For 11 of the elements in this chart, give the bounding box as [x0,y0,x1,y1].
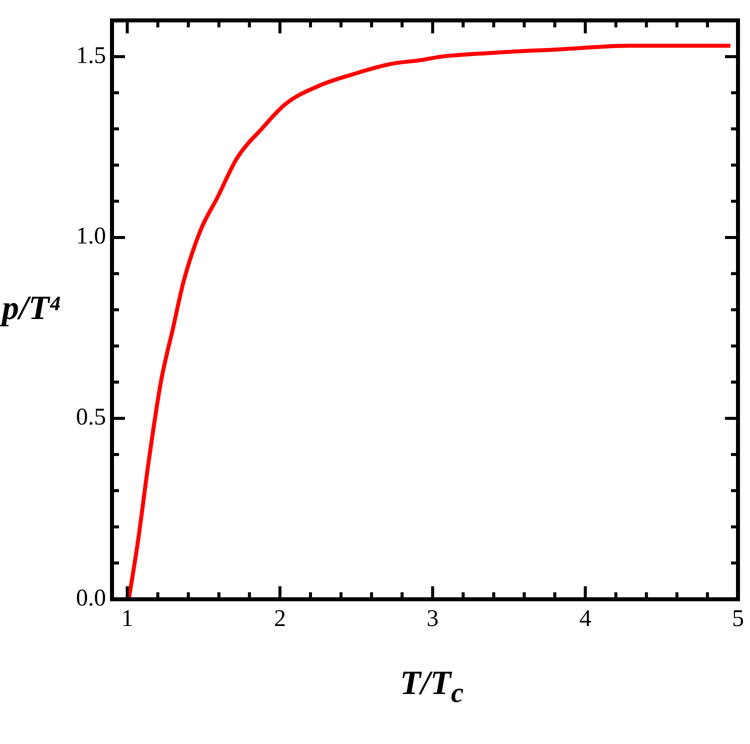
y-tick-label: 0.0 [76,585,106,612]
x-tick-label: 1 [121,606,134,632]
x-tick-label: 4 [579,606,592,632]
y-tick-label: 1.5 [76,42,106,69]
y-tick-label: 0.5 [76,404,106,431]
x-tick-label: 5 [732,606,744,632]
y-tick-label: 1.0 [76,224,106,250]
x-axis-title: T/T$_{c}$ [400,665,464,709]
x-tick-label: 2 [274,606,286,632]
line-series [126,44,732,600]
x-tick-label: 3 [426,606,439,632]
